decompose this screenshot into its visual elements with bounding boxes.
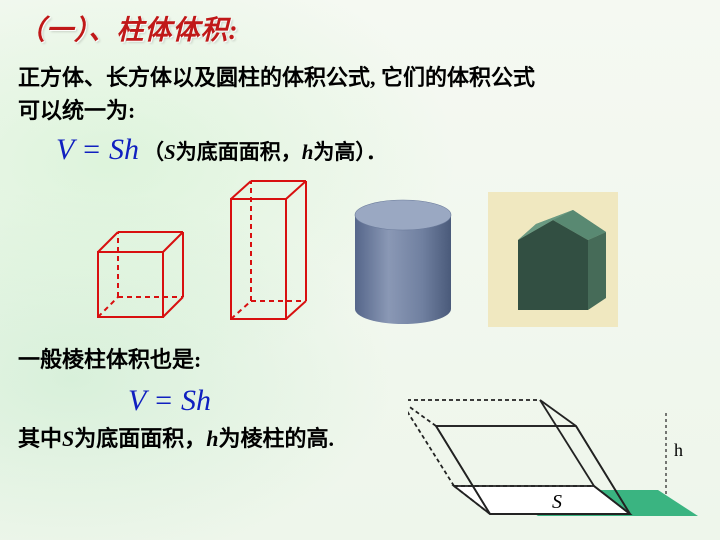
cube-shape — [88, 222, 193, 327]
intro-line-1: 正方体、长方体以及圆柱的体积公式, 它们的体积公式 — [18, 65, 535, 90]
pentagonal-prism-shape — [488, 192, 618, 327]
expl-var-h: h — [302, 140, 314, 164]
expl-end: 为高）． — [313, 140, 387, 164]
concl-end: 为棱柱的高. — [219, 426, 335, 451]
oblique-label-h: h — [674, 440, 683, 460]
expl-var-s: S — [164, 140, 176, 164]
section-2-text: 一般棱柱体积也是: — [18, 343, 702, 376]
formula-1-explanation: （S为底面面积，h为高）． — [143, 140, 387, 164]
intro-text: 正方体、长方体以及圆柱的体积公式, 它们的体积公式 可以统一为: — [18, 61, 702, 127]
concl-prefix: 其中 — [18, 426, 62, 451]
concl-mid1: 为底面面积， — [74, 426, 206, 451]
cuboid-shape — [223, 177, 318, 327]
slide-title: （一）、柱体体积: — [18, 8, 702, 47]
oblique-prism-diagram: S h — [408, 386, 708, 526]
concl-var-s: S — [62, 426, 74, 451]
formula-1: V = Sh — [56, 133, 139, 167]
formula-row-1: V = Sh （S为底面面积，h为高）． — [18, 133, 702, 167]
intro-line-2: 可以统一为: — [18, 98, 135, 123]
expl-open: （ — [143, 140, 164, 164]
cylinder-shape — [348, 197, 458, 327]
concl-var-h: h — [206, 426, 218, 451]
slide-root: （一）、柱体体积: 正方体、长方体以及圆柱的体积公式, 它们的体积公式 可以统一… — [0, 0, 720, 540]
shapes-row — [88, 177, 702, 327]
oblique-label-s: S — [552, 491, 562, 513]
expl-mid1: 为底面面积， — [176, 140, 302, 164]
formula-2: V = Sh — [128, 384, 211, 418]
